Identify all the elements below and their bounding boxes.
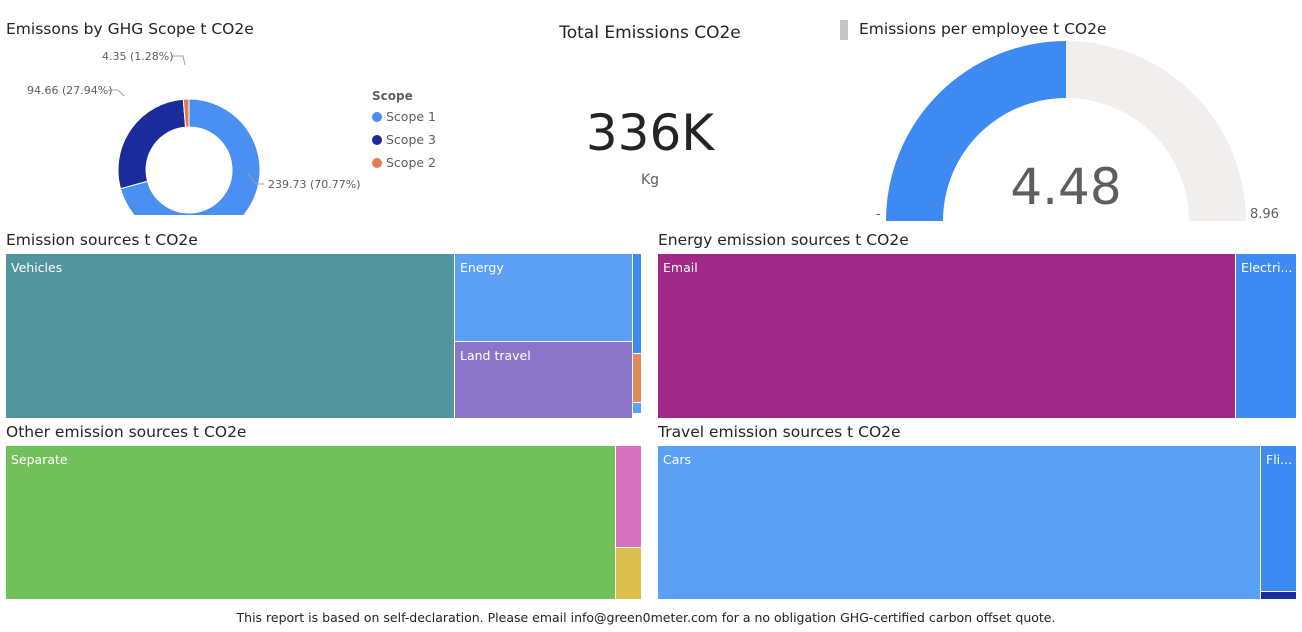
- treemap-label-email: Email: [663, 260, 698, 275]
- treemap-cell-vehicles[interactable]: Vehicles: [5, 253, 455, 419]
- donut-label-scope3: 94.66 (27.94%): [27, 84, 113, 97]
- kpi-value: 336K: [585, 104, 715, 162]
- treemap-label-separate: Separate: [11, 452, 68, 467]
- legend-item-scope1[interactable]: Scope 1: [372, 109, 436, 124]
- treemap-cell-flights[interactable]: Fli...: [1260, 445, 1297, 592]
- donut-chart-title: Emissons by GHG Scope t CO2e: [6, 20, 254, 38]
- donut-slice-scope1[interactable]: [119, 98, 261, 215]
- donut-label-scope1: 239.73 (70.77%): [268, 178, 361, 191]
- treemap-label-vehicles: Vehicles: [11, 260, 63, 275]
- other-treemap-title: Other emission sources t CO2e: [6, 423, 247, 441]
- treemap-label-cars: Cars: [663, 452, 692, 467]
- sources-treemap-title: Emission sources t CO2e: [6, 231, 198, 249]
- treemap-label-energy: Energy: [460, 260, 504, 275]
- treemap-label-flights: Fli...: [1266, 452, 1293, 467]
- scope-donut-chart[interactable]: [0, 40, 370, 215]
- legend-dot-scope1: [372, 111, 382, 122]
- gauge-value: 4.48: [1010, 158, 1122, 216]
- treemap-label-electricity: Electri...: [1241, 260, 1293, 275]
- legend-title: Scope: [372, 89, 413, 103]
- travel-treemap: Cars Fli...: [657, 445, 1297, 600]
- treemap-cell-small-3[interactable]: [632, 402, 642, 414]
- treemap-label-land-travel: Land travel: [460, 348, 531, 363]
- kpi-title: Total Emissions CO2e: [559, 23, 741, 43]
- energy-treemap: Email Electri...: [657, 253, 1297, 419]
- gauge-title: Emissions per employee t CO2e: [859, 20, 1107, 38]
- footer-note: This report is based on self-declaration…: [236, 610, 1056, 625]
- treemap-cell-travel-small[interactable]: [1260, 591, 1297, 600]
- gauge-max-label: 8.96: [1250, 207, 1279, 222]
- leader-line-scope2: [172, 55, 186, 66]
- treemap-cell-other-yellow[interactable]: [615, 547, 642, 600]
- sources-treemap: Vehicles Energy Land travel: [5, 253, 642, 419]
- legend-item-scope3[interactable]: Scope 3: [372, 132, 436, 147]
- donut-slice-scope2[interactable]: [182, 98, 190, 128]
- travel-treemap-title: Travel emission sources t CO2e: [658, 423, 901, 441]
- donut-legend: Scope Scope 1 Scope 3 Scope 2: [372, 89, 436, 170]
- treemap-cell-small-1[interactable]: [632, 253, 642, 354]
- treemap-cell-small-2[interactable]: [632, 353, 642, 403]
- leader-line-scope1: [247, 173, 264, 185]
- legend-dot-scope2: [372, 157, 382, 168]
- kpi-unit: Kg: [640, 172, 660, 188]
- legend-item-scope2[interactable]: Scope 2: [372, 155, 436, 170]
- energy-treemap-title: Energy emission sources t CO2e: [658, 231, 909, 249]
- treemap-cell-other-pink[interactable]: [615, 445, 642, 548]
- gauge-min-label: -: [876, 207, 881, 222]
- treemap-cell-land-travel[interactable]: Land travel: [454, 341, 633, 419]
- donut-label-scope2: 4.35 (1.28%): [102, 50, 174, 63]
- legend-label-scope1: Scope 1: [386, 109, 437, 124]
- donut-slice-scope3[interactable]: [117, 98, 187, 190]
- legend-label-scope3: Scope 3: [386, 132, 437, 147]
- legend-label-scope2: Scope 2: [386, 155, 437, 170]
- leader-line-scope3: [108, 89, 125, 97]
- treemap-cell-email[interactable]: Email: [657, 253, 1236, 419]
- gauge-fill: [886, 41, 1066, 221]
- gauge-title-marker: [840, 20, 848, 40]
- other-treemap: Separate: [5, 445, 642, 600]
- employee-gauge[interactable]: [880, 40, 1260, 225]
- treemap-cell-energy[interactable]: Energy: [454, 253, 633, 342]
- treemap-cell-electricity[interactable]: Electri...: [1235, 253, 1297, 419]
- treemap-cell-cars[interactable]: Cars: [657, 445, 1261, 600]
- treemap-cell-separate[interactable]: Separate: [5, 445, 616, 600]
- legend-dot-scope3: [372, 134, 382, 145]
